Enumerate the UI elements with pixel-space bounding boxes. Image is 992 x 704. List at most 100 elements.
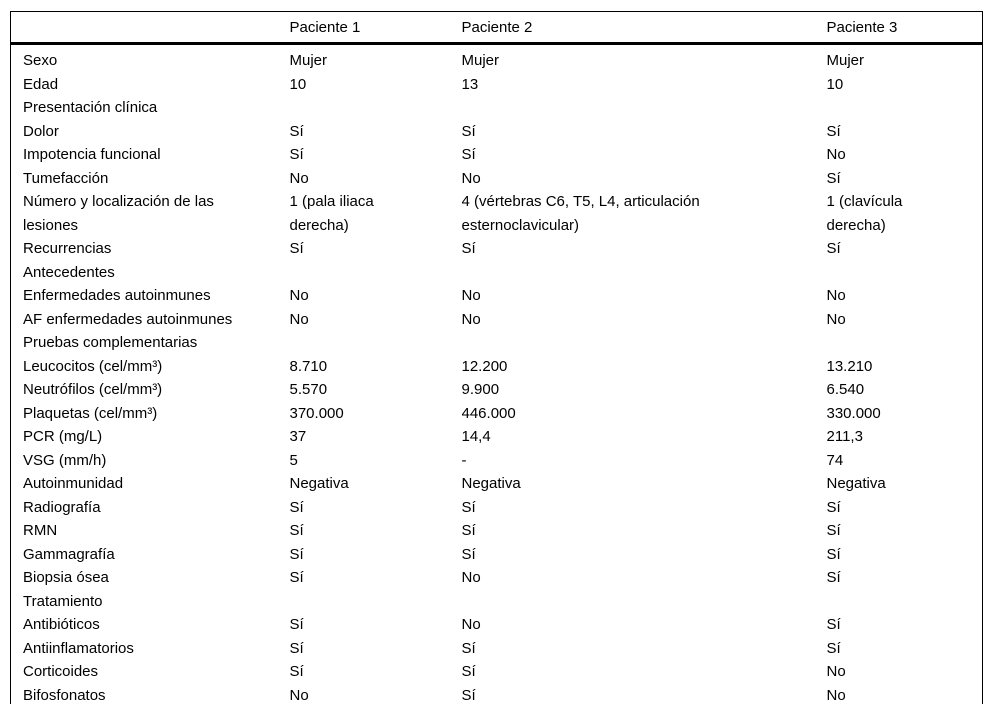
cell-value	[290, 590, 462, 614]
cell-value: 6.540	[826, 381, 865, 398]
cell-value: Sí	[461, 686, 476, 704]
row-label: Tratamiento	[23, 592, 103, 610]
cell-value	[462, 261, 827, 285]
cell-value: Sí	[826, 545, 841, 563]
cell-value	[290, 331, 462, 355]
row-label: Tumefacción	[23, 169, 109, 187]
cell-value: No	[826, 146, 846, 163]
cell-value: -	[461, 451, 467, 469]
cell-value: Sí	[826, 616, 841, 633]
row-label: Antiinflamatorios	[23, 639, 134, 657]
table-row: VSG (mm/h) 5 - 74	[11, 449, 983, 473]
cell-value: Sí	[826, 498, 841, 516]
table-row: Autoinmunidad Negativa Negativa Negativa	[11, 472, 983, 496]
row-label: Antecedentes	[23, 263, 115, 281]
cell-value: 10	[826, 75, 844, 93]
cell-value	[462, 331, 827, 355]
row-label: RMN	[23, 522, 58, 539]
cell-value: Sí	[289, 569, 304, 586]
row-label: Número y localización de las lesiones	[23, 193, 214, 234]
cell-value: No	[461, 169, 481, 187]
cell-value	[290, 261, 462, 285]
table-row: Plaquetas (cel/mm³) 370.000 446.000 330.000	[11, 402, 983, 426]
table-row: Gammagrafía Sí Sí Sí	[11, 543, 983, 567]
cell-value: Sí	[461, 663, 476, 680]
row-label: Antibióticos	[23, 616, 100, 633]
cell-value: Sí	[461, 498, 476, 516]
row-label: VSG (mm/h)	[23, 451, 107, 469]
table-row: Bifosfonatos No Sí No	[11, 684, 983, 704]
cell-value: 1 (clavícula derecha)	[826, 193, 903, 234]
cell-value: No	[826, 686, 846, 704]
row-label: Plaquetas (cel/mm³)	[23, 404, 158, 422]
cell-value: Sí	[826, 122, 841, 140]
table-row: Sexo Mujer Mujer Mujer	[11, 44, 983, 73]
cell-value: 37	[289, 428, 307, 445]
cell-value: Negativa	[289, 475, 349, 492]
cell-value: No	[461, 616, 481, 633]
cell-value: Sí	[826, 240, 841, 257]
cell-value: No	[826, 310, 846, 328]
cell-value: Mujer	[461, 52, 500, 69]
table-row: Antibióticos Sí No Sí	[11, 613, 983, 637]
table-row: Número y localización de las lesiones 1 (…	[11, 190, 983, 237]
cell-value: 370.000	[289, 404, 344, 422]
cell-value: Sí	[461, 240, 476, 257]
section-row: Presentación clínica	[11, 96, 983, 120]
cell-value: 8.710	[289, 357, 328, 375]
cell-value: 13	[461, 75, 479, 93]
cell-value	[827, 331, 983, 355]
cell-value: Mujer	[289, 52, 328, 69]
cell-value: Sí	[289, 522, 304, 539]
cell-value: No	[461, 287, 481, 304]
table-row: RMN Sí Sí Sí	[11, 519, 983, 543]
table-header: Paciente 1 Paciente 2 Paciente 3	[10, 11, 983, 45]
table-row: Edad 10 13 10	[11, 73, 983, 97]
cell-value: 14,4	[461, 428, 491, 445]
row-label: Pruebas complementarias	[23, 334, 198, 351]
cell-value: No	[289, 686, 309, 704]
cell-value: Sí	[461, 639, 476, 657]
row-label: Enfermedades autoinmunes	[23, 287, 211, 304]
cell-value: No	[826, 663, 846, 680]
cell-value: Sí	[289, 122, 304, 140]
column-header-paciente-3: Paciente 3	[826, 11, 983, 45]
cell-value	[827, 590, 983, 614]
table-row: Enfermedades autoinmunes No No No	[11, 284, 983, 308]
table-body: Sexo Mujer Mujer Mujer Edad 10 13 10 Presentació…	[11, 44, 983, 704]
cell-value: No	[461, 310, 481, 328]
row-label: Neutrófilos (cel/mm³)	[23, 381, 163, 398]
column-header-paciente-2: Paciente 2	[461, 11, 827, 45]
table-row: Recurrencias Sí Sí Sí	[11, 237, 983, 261]
table-row: Leucocitos (cel/mm³) 8.710 12.200 13.210	[11, 355, 983, 379]
row-label: Leucocitos (cel/mm³)	[23, 357, 163, 375]
cell-value: 5.570	[289, 381, 328, 398]
cell-value: No	[289, 169, 309, 187]
table-row: Tumefacción No No Sí	[11, 167, 983, 191]
cell-value: 330.000	[826, 404, 881, 422]
table-row: PCR (mg/L) 37 14,4 211,3	[11, 425, 983, 449]
cell-value: Sí	[826, 569, 841, 586]
cell-value	[290, 96, 462, 120]
cell-value: Sí	[289, 545, 304, 563]
section-row: Pruebas complementarias	[11, 331, 983, 355]
cell-value: Sí	[289, 616, 304, 633]
row-label: Corticoides	[23, 663, 99, 680]
cell-value: Sí	[289, 663, 304, 680]
row-label: Biopsia ósea	[23, 569, 109, 586]
cell-value: Sí	[826, 639, 841, 657]
cell-value: Negativa	[461, 475, 521, 492]
cell-value: Sí	[289, 498, 304, 516]
cell-value: Sí	[461, 522, 476, 539]
cell-value: Sí	[461, 146, 476, 163]
cell-value: No	[826, 287, 846, 304]
row-label: Sexo	[23, 52, 58, 69]
column-header-empty	[10, 11, 290, 45]
cell-value: 13.210	[826, 357, 873, 375]
table-row: Biopsia ósea Sí No Sí	[11, 566, 983, 590]
section-row: Tratamiento	[11, 590, 983, 614]
row-label: Impotencia funcional	[23, 146, 161, 163]
row-label: PCR (mg/L)	[23, 428, 103, 445]
cell-value: Mujer	[826, 52, 865, 69]
